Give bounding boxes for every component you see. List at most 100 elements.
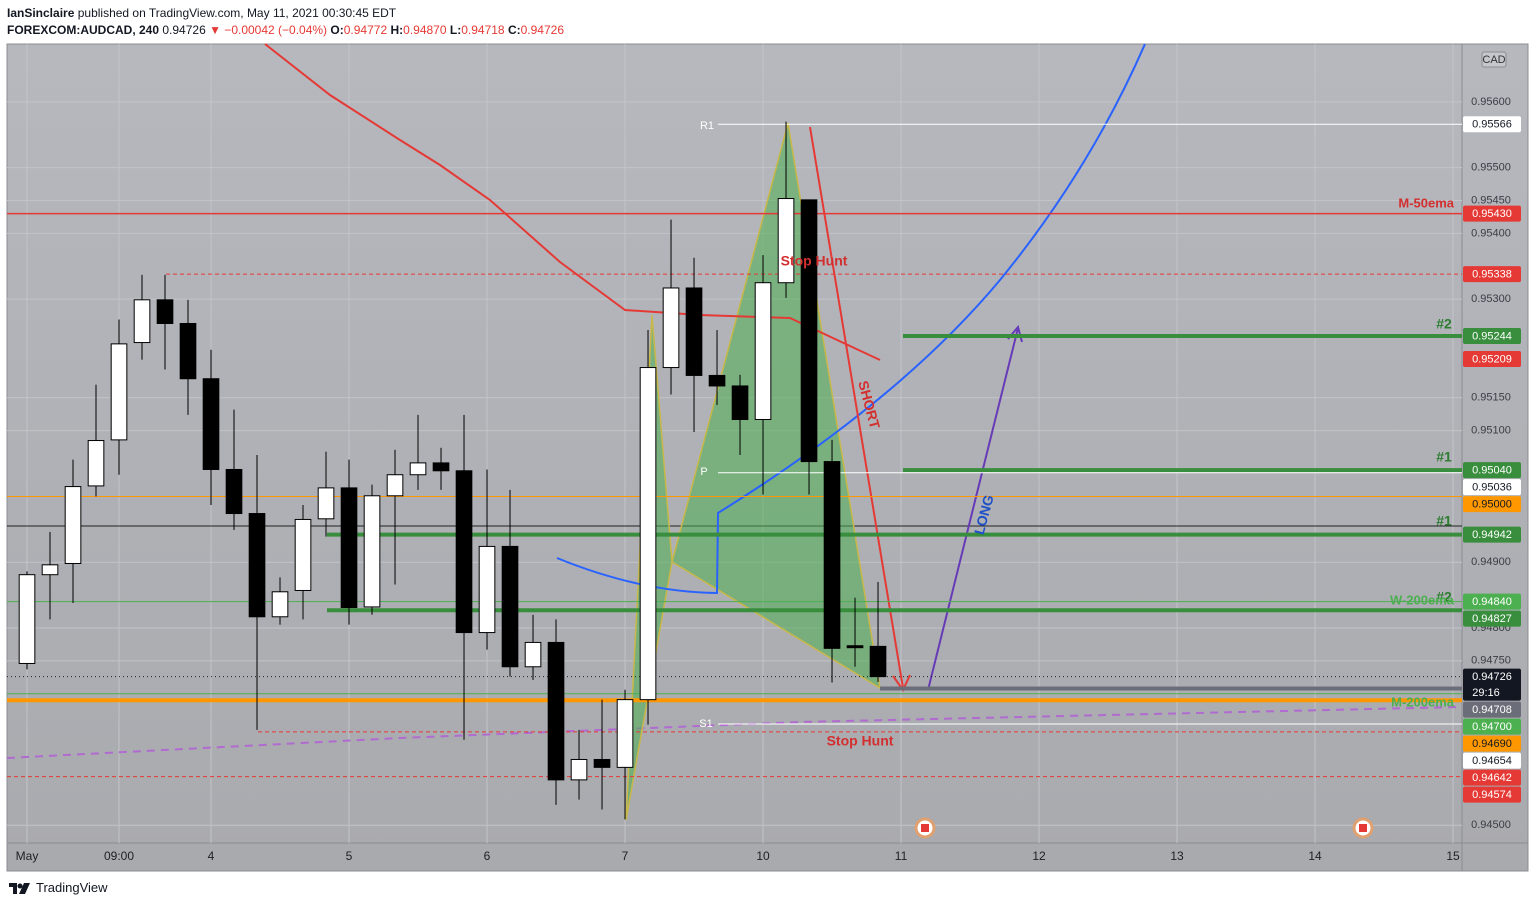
annotation: #2 [1436,589,1452,605]
price-label-box [1463,350,1521,367]
candle-body [593,758,611,768]
y-tick-label: 0.95600 [1471,96,1511,108]
candle-body [363,495,381,608]
pivot-label: S1 [699,718,712,730]
ema-curve [264,43,881,361]
price-label-box [1463,593,1521,610]
price-label-box [1463,769,1521,786]
price-label: 0.94642 [1472,772,1512,784]
symbol-line: FOREXCOM:AUDCAD, 240 0.94726 ▼ −0.00042 … [7,23,564,37]
y-tick-label: 0.94500 [1471,819,1511,831]
price-label: 0.94690 [1472,738,1512,750]
flag-icon [921,824,929,832]
y-tick-label: 0.95150 [1471,392,1511,404]
annotation: M-50ema [1398,195,1454,210]
y-tick-label: 0.95100 [1471,425,1511,437]
price-label: 0.95036 [1472,482,1512,494]
candle-body [294,518,312,591]
candle-body [202,378,220,470]
price-label: 0.95040 [1472,465,1512,477]
candle-body [478,545,496,634]
grid [7,44,1462,843]
candle-body [110,343,128,441]
price-label-box [1463,786,1521,803]
candle-body [64,486,82,565]
price-label: 0.94708 [1472,704,1512,716]
candle-body [777,198,795,284]
candle-body [317,487,335,520]
y-tick-label: 0.95400 [1471,227,1511,239]
price-label: 0.94840 [1472,596,1512,608]
candle-body [409,462,427,476]
price-label: 0.95000 [1472,499,1512,511]
change: ▼ −0.00042 (−0.04%) [209,23,328,37]
symbol: FOREXCOM:AUDCAD, 240 [7,23,160,37]
price-label: 0.94827 [1472,613,1512,625]
price-label-box [1463,752,1521,769]
candle-body [133,299,151,344]
candle-body [179,322,197,380]
candle-body [432,462,450,472]
harmonic-pattern [625,122,882,821]
candle-body [225,468,243,515]
pivot-label: P [700,466,707,478]
candle-body [731,385,749,420]
ohlc-label: O: [330,23,344,37]
candle-body [271,591,289,618]
price-label: 0.94700 [1472,721,1512,733]
arc-curve [556,43,1146,595]
price-label: 0.95338 [1472,269,1512,281]
price-label: 0.94574 [1472,789,1512,801]
annotation: Stop Hunt [827,733,894,749]
candle-body [846,645,864,649]
candle-body [616,699,634,768]
author: IanSinclaire [7,6,75,20]
x-tick-label: 11 [895,849,908,863]
x-tick-label: May [16,849,39,863]
price-label: 0.95209 [1472,353,1512,365]
long-arrow [927,327,1019,691]
candle-body [639,367,657,701]
x-tick-label: 7 [622,849,629,863]
ohlc-value: 0.94870 [403,23,447,37]
x-tick-label: 6 [484,849,491,863]
candle-body [386,474,404,497]
candle-body [708,374,726,387]
price-label: 0.95430 [1472,208,1512,220]
ema-dashed [6,706,1461,759]
candle-body [662,287,680,369]
price-label-box [1463,526,1521,543]
x-tick-label: 15 [1446,849,1460,863]
y-tick-label: 0.95300 [1471,293,1511,305]
ohlc-value: 0.94718 [461,23,505,37]
price-label-box [1463,462,1521,479]
ohlc-label: H: [390,23,404,37]
x-tick-label: 10 [756,849,770,863]
currency: CAD [1482,54,1505,66]
annotation: #1 [1436,449,1452,465]
annotation: W-200ema [1390,592,1455,607]
price-label-box [1463,116,1521,133]
candle-body [340,487,358,609]
candle-body [869,645,887,678]
price-label-box [1463,735,1521,752]
price-axis: CAD May 09:00 4 5 6 7 10 11 12 13 14 15 0.95600 0.955… [16,51,1521,863]
price-label: 0.94654 [1472,755,1512,767]
chart: Stop Hunt Stop Hunt SHORT LONG #2 #1 #1 … [6,43,1529,872]
price-label-box [1463,496,1521,513]
price-label: 0.94726 [1472,671,1512,683]
short-arrow [809,126,904,689]
candle-body [501,545,519,668]
candle-body [156,299,174,324]
candle-body [87,440,105,487]
price-label: 0.95566 [1472,119,1512,131]
candle-body [547,641,565,781]
annotation: #1 [1436,513,1452,529]
price-label-box [1463,205,1521,222]
annotation: M-200ema [1391,694,1455,709]
candle-body [570,758,588,781]
price-label-box [1463,327,1521,344]
price-label-box [1463,610,1521,627]
price-label: 0.94942 [1472,529,1512,541]
